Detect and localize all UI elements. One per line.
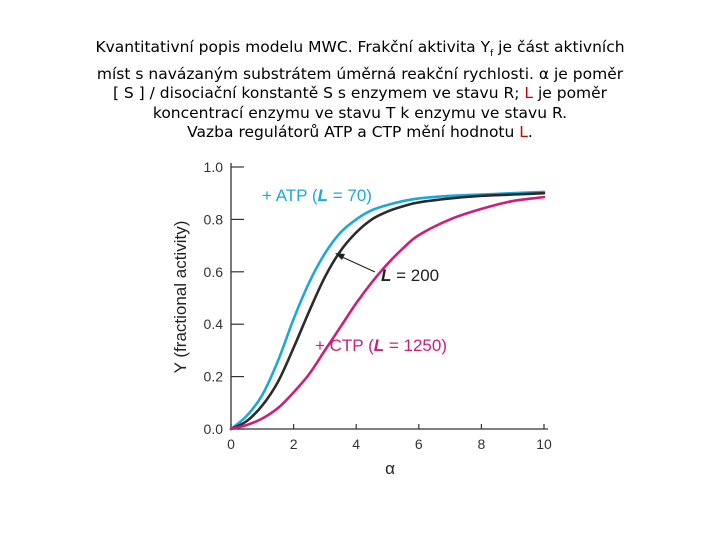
chart-axes — [230, 163, 548, 430]
base-annotation: L = 200 — [381, 266, 439, 285]
annotation-L: L — [318, 186, 328, 205]
caption-line-4: koncentrací enzymu ve stavu T k enzymu v… — [152, 103, 568, 122]
caption-text: . — [527, 123, 533, 142]
y-tick-label: 0.8 — [204, 211, 224, 227]
series-line-ctp — [229, 195, 546, 431]
caption-L-highlight: L — [524, 84, 534, 103]
caption-text: je poměr — [549, 64, 624, 83]
y-tick-label: 1.0 — [204, 159, 224, 175]
series-line-atp — [229, 190, 546, 431]
atp-annotation: + ATP (L = 70) — [262, 186, 372, 205]
x-tick-label: 2 — [290, 436, 298, 452]
x-tick-label: 10 — [536, 436, 552, 452]
x-tick-label: 8 — [478, 436, 486, 452]
series-line-base — [229, 191, 546, 431]
caption-L-highlight: L — [519, 123, 528, 142]
caption-subscript: f — [490, 49, 494, 60]
annotation-L: L — [381, 266, 391, 285]
caption-text: je část aktivních — [493, 38, 625, 56]
x-axis-title: α — [385, 459, 395, 478]
x-tick-label: 0 — [227, 436, 235, 452]
caption-text: [ S ] / disociační konstantě S s enzymem… — [112, 84, 525, 103]
caption-text: . Frakční aktivita Y — [347, 38, 491, 56]
caption-text: Vazba regulátorů ATP a CTP mění hodnotu — [187, 123, 520, 142]
slide-caption: Kvantitativní popis modelu MWC. Frakční … — [30, 38, 690, 143]
annotation-text: = 70) — [328, 186, 372, 205]
x-tick-label: 6 — [415, 436, 423, 452]
caption-line-5: Vazba regulátorů ATP a CTP mění hodnotu … — [30, 123, 690, 143]
annotation-text: = 1250) — [384, 336, 447, 355]
y-tick-label: 0.6 — [204, 264, 224, 280]
annotation-text: + CTP ( — [315, 336, 374, 355]
x-tick-label: 4 — [352, 436, 360, 452]
caption-text: Kvantitativní popis modelu MWC — [95, 38, 348, 56]
caption-line-2: míst s navázaným substrátem úměrná reakč… — [30, 65, 690, 85]
annotation-pointer — [339, 255, 376, 273]
caption-text: je poměr — [533, 84, 608, 103]
y-tick-label: 0.4 — [204, 316, 224, 332]
caption-text: míst s navázaným substrátem úměrná reakč… — [96, 64, 539, 83]
chart-series — [229, 190, 546, 431]
y-axis-title: Y (fractional activity) — [171, 221, 190, 374]
annotation-text: + ATP ( — [262, 186, 318, 205]
annotation-arrowhead — [335, 253, 345, 260]
caption-line-3: [ S ] / disociační konstantě S s enzymem… — [30, 84, 690, 104]
y-tick-label: 0.2 — [204, 369, 224, 385]
y-tick-label: 0.0 — [204, 421, 224, 437]
chart-ticks: 0 2 4 6 8 10 0.0 0.2 0.4 0.6 0.8 1.0 — [204, 159, 552, 452]
annotation-L: L — [374, 336, 384, 355]
caption-line-1: Kvantitativní popis modelu MWC. Frakční … — [30, 38, 690, 65]
ctp-annotation: + CTP (L = 1250) — [315, 336, 447, 355]
annotation-text: = 200 — [391, 266, 439, 285]
alpha-symbol: α — [538, 64, 550, 83]
